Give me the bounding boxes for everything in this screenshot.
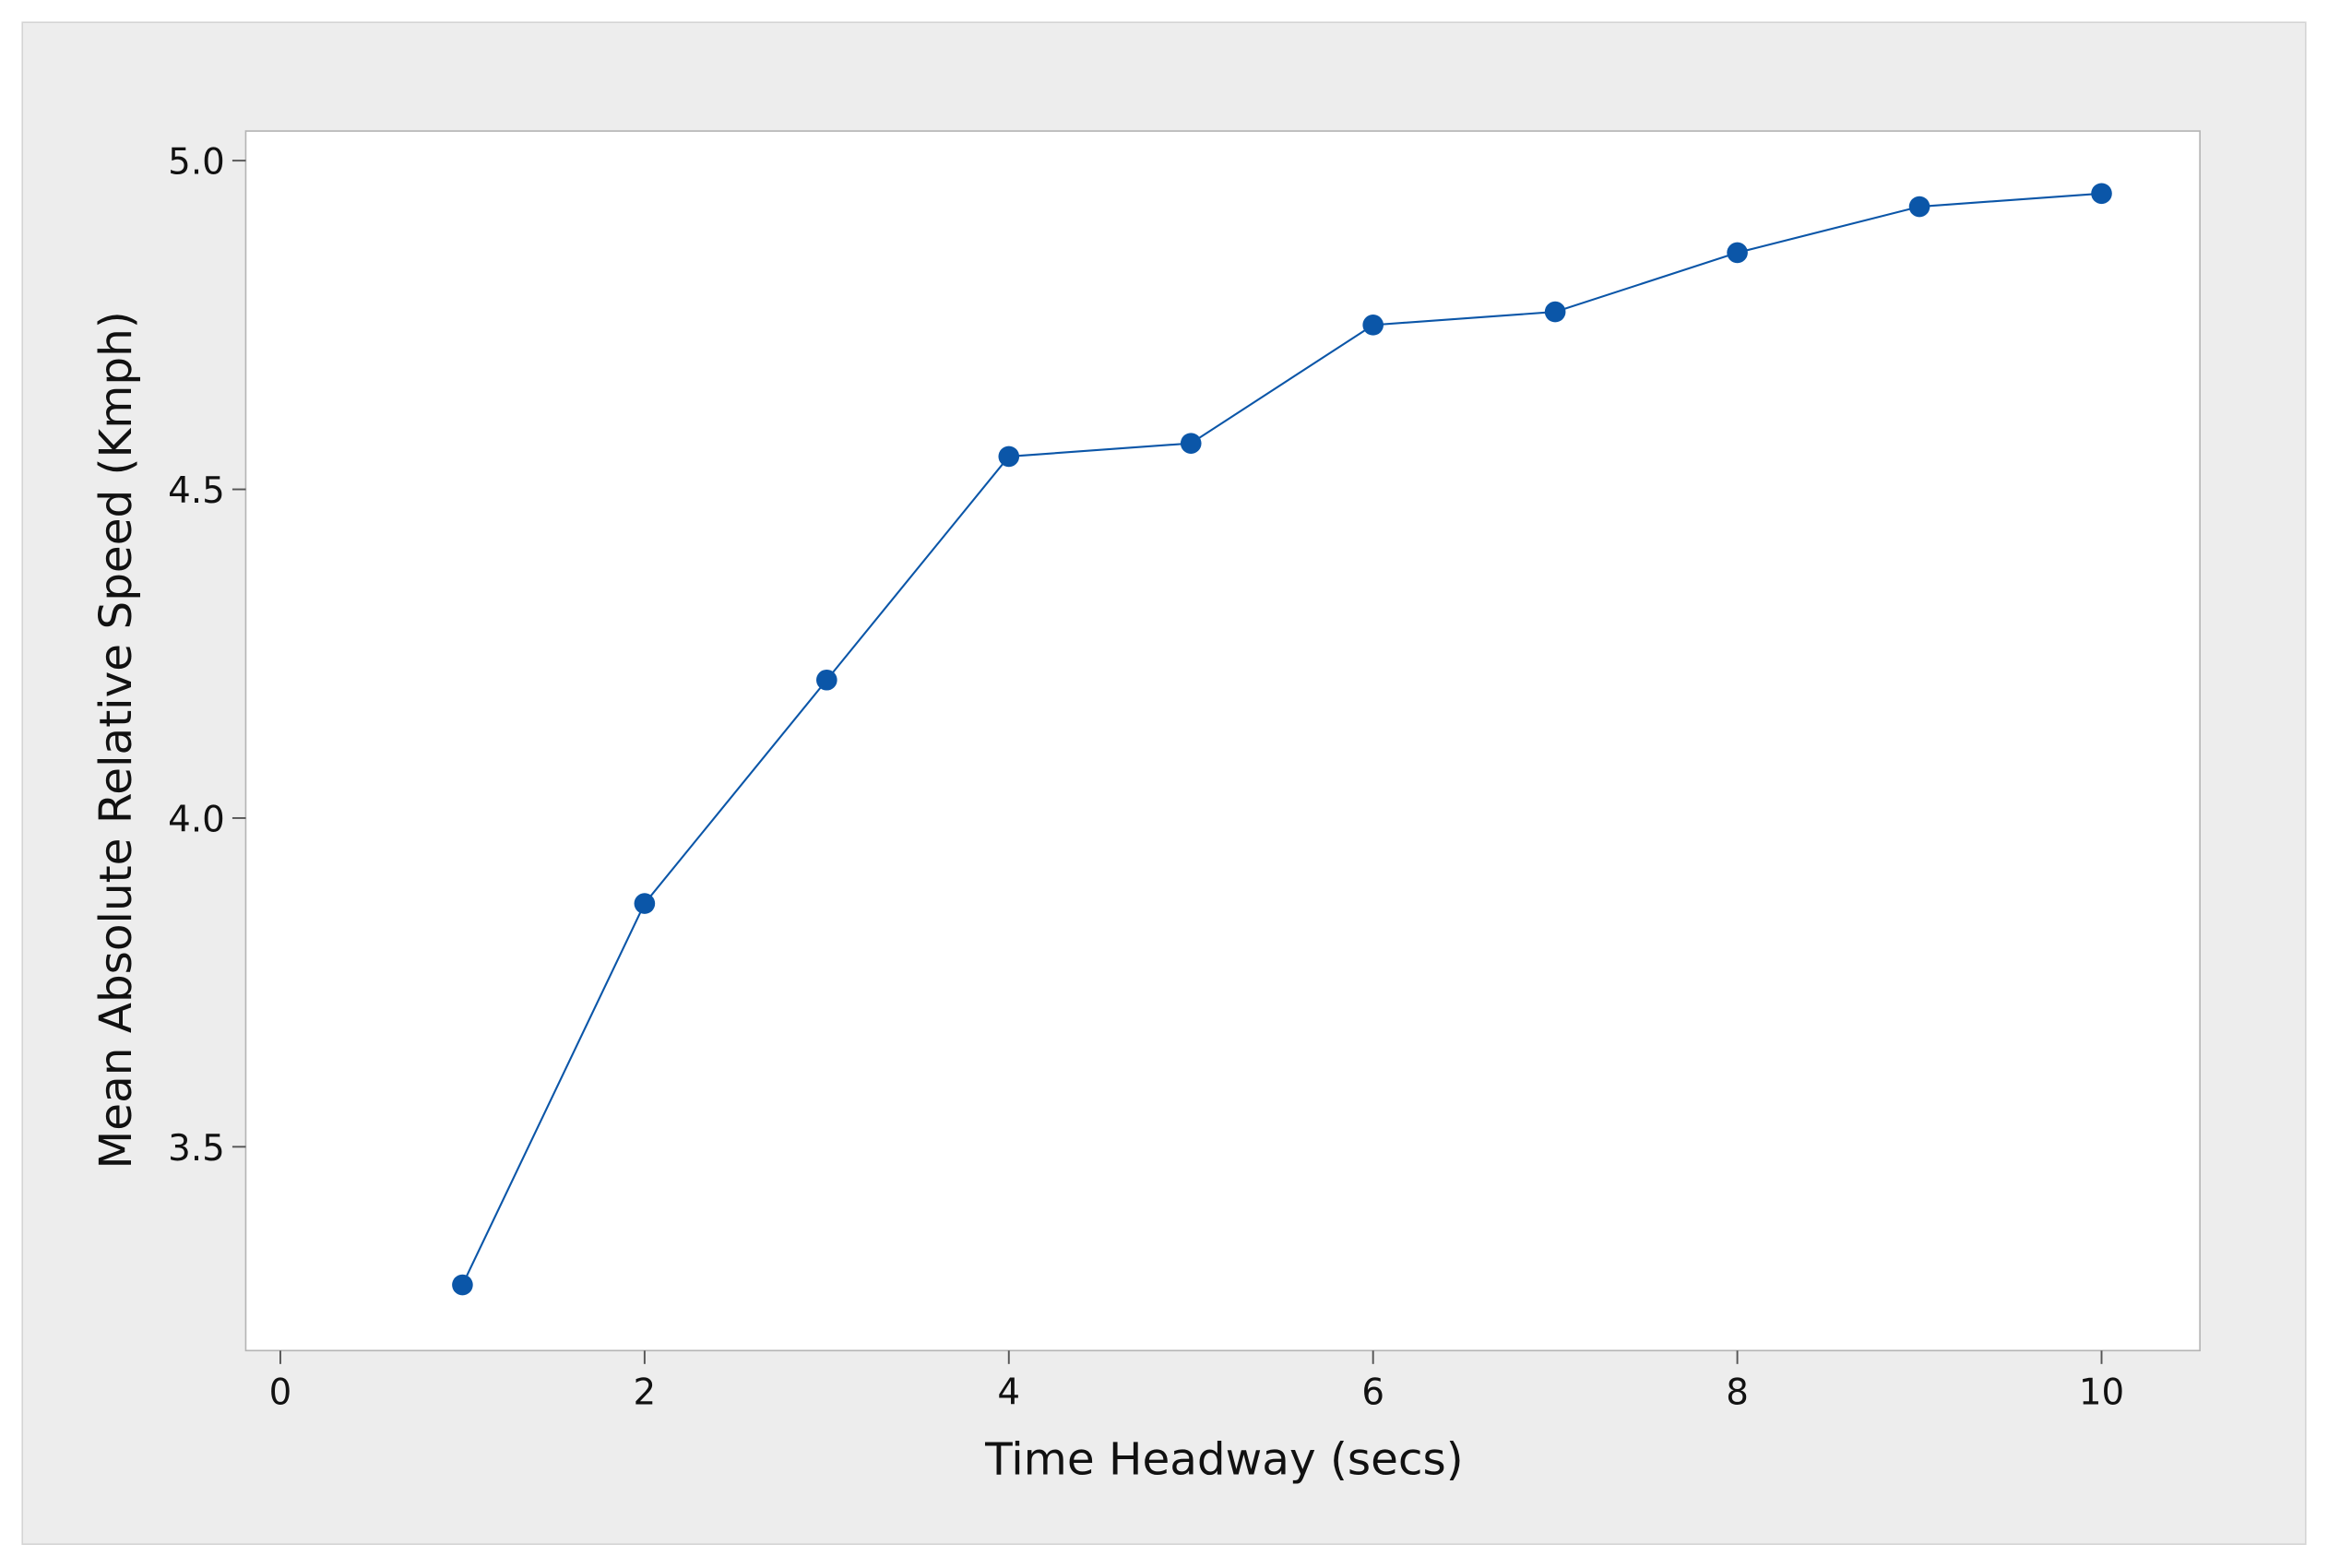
data-point (1544, 301, 1566, 323)
data-point (816, 669, 837, 691)
x-tick-label: 2 (634, 1372, 657, 1413)
y-tick-label: 5.0 (168, 142, 225, 184)
data-point (1362, 315, 1384, 336)
x-axis-title: Time Headway (secs) (984, 1433, 1464, 1485)
x-tick-label: 6 (1361, 1372, 1384, 1413)
y-axis-title: Mean Absolute Relative Speed (Kmph) (90, 311, 142, 1169)
y-tick-label: 3.5 (168, 1128, 225, 1170)
x-tick-label: 4 (997, 1372, 1020, 1413)
plot-area (244, 130, 2201, 1352)
data-point (1727, 242, 1748, 264)
data-point (2091, 183, 2112, 205)
data-line (461, 192, 2102, 1286)
data-point (452, 1274, 473, 1296)
x-tick-label: 10 (2079, 1372, 2124, 1413)
data-point (634, 893, 656, 914)
data-point (1908, 196, 1930, 218)
x-tick-label: 0 (269, 1372, 292, 1413)
y-tick-label: 4.5 (168, 470, 225, 512)
plot-layer: 0 2 4 6 8 10 3.5 4.0 4.5 5.0 (168, 142, 2124, 1414)
data-point (1180, 433, 1202, 454)
data-point (998, 445, 1020, 468)
y-tick-label: 4.0 (168, 799, 225, 840)
x-tick-label: 8 (1726, 1372, 1749, 1413)
